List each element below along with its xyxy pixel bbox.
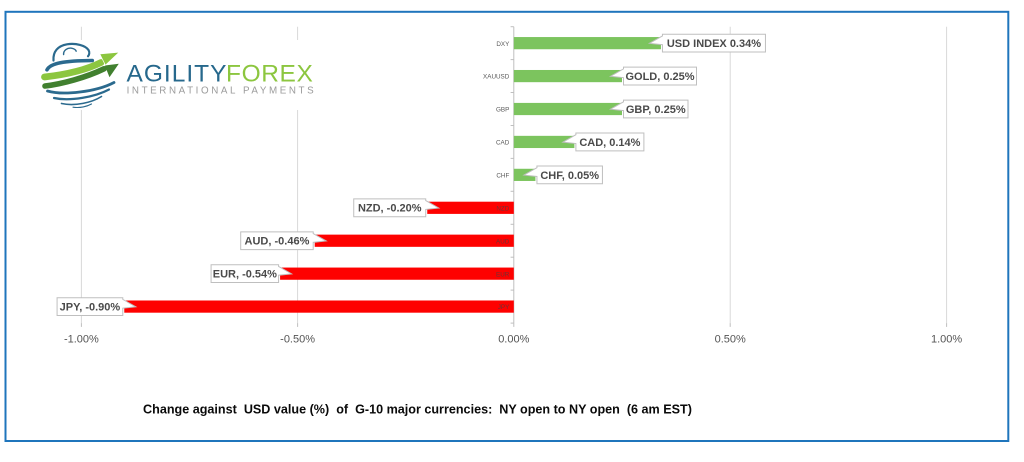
svg-text:AGILITY: AGILITY	[127, 61, 228, 88]
svg-text:DXY: DXY	[496, 41, 510, 48]
svg-text:1.00%: 1.00%	[931, 334, 962, 346]
svg-text:AUD: AUD	[496, 238, 510, 245]
svg-text:NZD, -0.20%: NZD, -0.20%	[358, 203, 422, 215]
svg-text:JPY: JPY	[498, 304, 510, 311]
svg-text:EUR, -0.54%: EUR, -0.54%	[213, 269, 277, 281]
svg-text:GBP: GBP	[496, 107, 509, 114]
svg-text:CAD: CAD	[496, 140, 510, 147]
svg-text:Change against USD value (%): Change against USD value (%) of G-10 maj…	[143, 403, 692, 417]
svg-text:FOREX: FOREX	[226, 61, 313, 88]
svg-text:EUR: EUR	[496, 271, 510, 278]
svg-text:CHF: CHF	[496, 172, 509, 179]
svg-text:CHF, 0.05%: CHF, 0.05%	[540, 170, 599, 182]
svg-text:JPY, -0.90%: JPY, -0.90%	[60, 301, 121, 313]
svg-text:XAUUSD: XAUUSD	[483, 74, 510, 81]
svg-text:CAD, 0.14%: CAD, 0.14%	[579, 137, 640, 149]
svg-text:-0.50%: -0.50%	[280, 334, 315, 346]
svg-text:NZD: NZD	[496, 205, 509, 212]
svg-text:0.00%: 0.00%	[498, 334, 529, 346]
svg-text:0.50%: 0.50%	[715, 334, 746, 346]
svg-text:GOLD, 0.25%: GOLD, 0.25%	[625, 71, 694, 83]
svg-text:GBP, 0.25%: GBP, 0.25%	[626, 104, 686, 116]
svg-text:-1.00%: -1.00%	[64, 334, 99, 346]
svg-text:AUD, -0.46%: AUD, -0.46%	[245, 236, 310, 248]
svg-text:USD INDEX 0.34%: USD INDEX 0.34%	[667, 38, 761, 50]
svg-text:INTERNATIONAL PAYMENTS: INTERNATIONAL PAYMENTS	[127, 85, 317, 96]
